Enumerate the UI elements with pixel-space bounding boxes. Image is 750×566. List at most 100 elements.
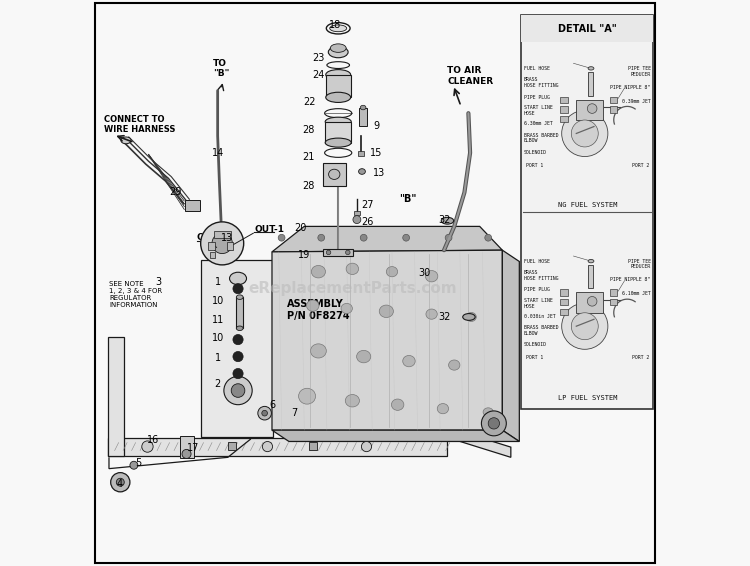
Text: 1: 1 xyxy=(214,353,220,363)
Bar xyxy=(587,265,593,288)
Bar xyxy=(323,249,353,256)
Ellipse shape xyxy=(426,309,437,319)
Ellipse shape xyxy=(483,408,494,417)
Text: 6: 6 xyxy=(269,400,275,410)
Ellipse shape xyxy=(466,312,476,321)
Text: PIPE NIPPLE 8": PIPE NIPPLE 8" xyxy=(610,277,651,282)
Text: OUT-2: OUT-2 xyxy=(196,233,226,242)
Circle shape xyxy=(212,233,232,254)
Ellipse shape xyxy=(356,350,370,363)
Polygon shape xyxy=(272,226,502,252)
Polygon shape xyxy=(503,250,519,441)
Text: 7: 7 xyxy=(292,408,298,418)
Text: 0.39mm JET: 0.39mm JET xyxy=(622,98,651,104)
Text: 4: 4 xyxy=(116,479,122,489)
Text: OUT-1: OUT-1 xyxy=(254,225,284,234)
Circle shape xyxy=(484,234,491,241)
Circle shape xyxy=(446,234,452,241)
Text: 10: 10 xyxy=(211,333,223,344)
Circle shape xyxy=(182,449,191,458)
Text: PORT 1: PORT 1 xyxy=(526,162,543,168)
Text: START LINE
HOSE: START LINE HOSE xyxy=(524,298,553,309)
Text: PIPE PLUG: PIPE PLUG xyxy=(524,288,550,293)
Bar xyxy=(521,15,653,42)
Ellipse shape xyxy=(330,25,346,32)
Ellipse shape xyxy=(328,169,340,179)
Circle shape xyxy=(258,406,272,420)
Ellipse shape xyxy=(392,399,404,410)
Ellipse shape xyxy=(328,46,348,58)
Ellipse shape xyxy=(588,259,594,263)
Text: 17: 17 xyxy=(187,443,199,453)
Text: 30: 30 xyxy=(419,268,431,278)
Ellipse shape xyxy=(360,105,366,110)
Circle shape xyxy=(130,461,138,469)
Text: 32: 32 xyxy=(438,312,450,322)
Circle shape xyxy=(262,410,268,416)
Circle shape xyxy=(233,368,243,379)
Ellipse shape xyxy=(358,169,365,174)
Text: PORT 1: PORT 1 xyxy=(526,355,543,361)
Ellipse shape xyxy=(380,305,394,318)
Text: FUEL HOSE: FUEL HOSE xyxy=(524,66,550,71)
Text: 27: 27 xyxy=(362,200,374,210)
Circle shape xyxy=(116,478,124,486)
Text: PIPE NIPPLE 8": PIPE NIPPLE 8" xyxy=(610,84,651,89)
Circle shape xyxy=(353,216,361,224)
Text: "B": "B" xyxy=(399,194,417,204)
Text: BRASS BARBED
ELBOW: BRASS BARBED ELBOW xyxy=(524,325,558,336)
Circle shape xyxy=(587,297,597,306)
Text: 23: 23 xyxy=(312,53,325,63)
Text: 26: 26 xyxy=(362,217,374,227)
Ellipse shape xyxy=(326,70,351,80)
Circle shape xyxy=(362,441,371,452)
Polygon shape xyxy=(201,260,273,437)
Bar xyxy=(323,163,346,186)
Text: 3: 3 xyxy=(156,277,162,287)
Ellipse shape xyxy=(310,344,326,358)
Bar xyxy=(560,308,568,315)
Circle shape xyxy=(233,335,243,345)
Ellipse shape xyxy=(236,326,243,331)
Text: 0.030in JET: 0.030in JET xyxy=(524,314,556,319)
Text: PIPE PLUG: PIPE PLUG xyxy=(524,95,550,100)
Ellipse shape xyxy=(330,44,346,53)
Ellipse shape xyxy=(437,404,448,414)
Circle shape xyxy=(231,384,244,397)
Text: 6.30mm JET: 6.30mm JET xyxy=(524,121,553,126)
Text: BRASS BARBED
ELBOW: BRASS BARBED ELBOW xyxy=(524,132,558,143)
Text: PORT 2: PORT 2 xyxy=(632,355,649,361)
Polygon shape xyxy=(272,250,502,430)
Polygon shape xyxy=(448,427,511,457)
Text: LP FUEL SYSTEM: LP FUEL SYSTEM xyxy=(557,396,617,401)
Text: 6.10mm JET: 6.10mm JET xyxy=(622,291,651,297)
Bar xyxy=(560,289,568,295)
Text: 24: 24 xyxy=(312,70,325,80)
Text: SOLENOID: SOLENOID xyxy=(524,149,547,155)
Text: 19: 19 xyxy=(298,250,310,260)
Text: 15: 15 xyxy=(370,148,382,158)
Circle shape xyxy=(482,411,506,436)
Text: BRASS
HOSE FITTING: BRASS HOSE FITTING xyxy=(524,77,558,88)
Ellipse shape xyxy=(230,272,247,285)
Bar xyxy=(229,442,236,450)
Bar xyxy=(576,293,603,312)
Ellipse shape xyxy=(448,360,460,370)
Text: ASSEMBLY
P/N 0F8274: ASSEMBLY P/N 0F8274 xyxy=(287,299,350,321)
Circle shape xyxy=(572,313,598,340)
Text: FUEL HOSE: FUEL HOSE xyxy=(524,259,550,264)
Bar xyxy=(610,97,617,103)
Ellipse shape xyxy=(441,217,454,224)
Ellipse shape xyxy=(326,117,351,126)
Circle shape xyxy=(403,234,410,241)
Bar xyxy=(208,242,214,250)
Bar xyxy=(210,252,215,258)
Bar xyxy=(359,108,367,126)
Circle shape xyxy=(142,441,153,452)
Bar xyxy=(560,106,568,113)
Text: PIPE TEE
REDUCER: PIPE TEE REDUCER xyxy=(628,66,651,76)
Ellipse shape xyxy=(341,303,352,314)
Text: 13: 13 xyxy=(373,168,385,178)
Text: 5: 5 xyxy=(135,458,142,468)
Bar xyxy=(521,15,653,409)
